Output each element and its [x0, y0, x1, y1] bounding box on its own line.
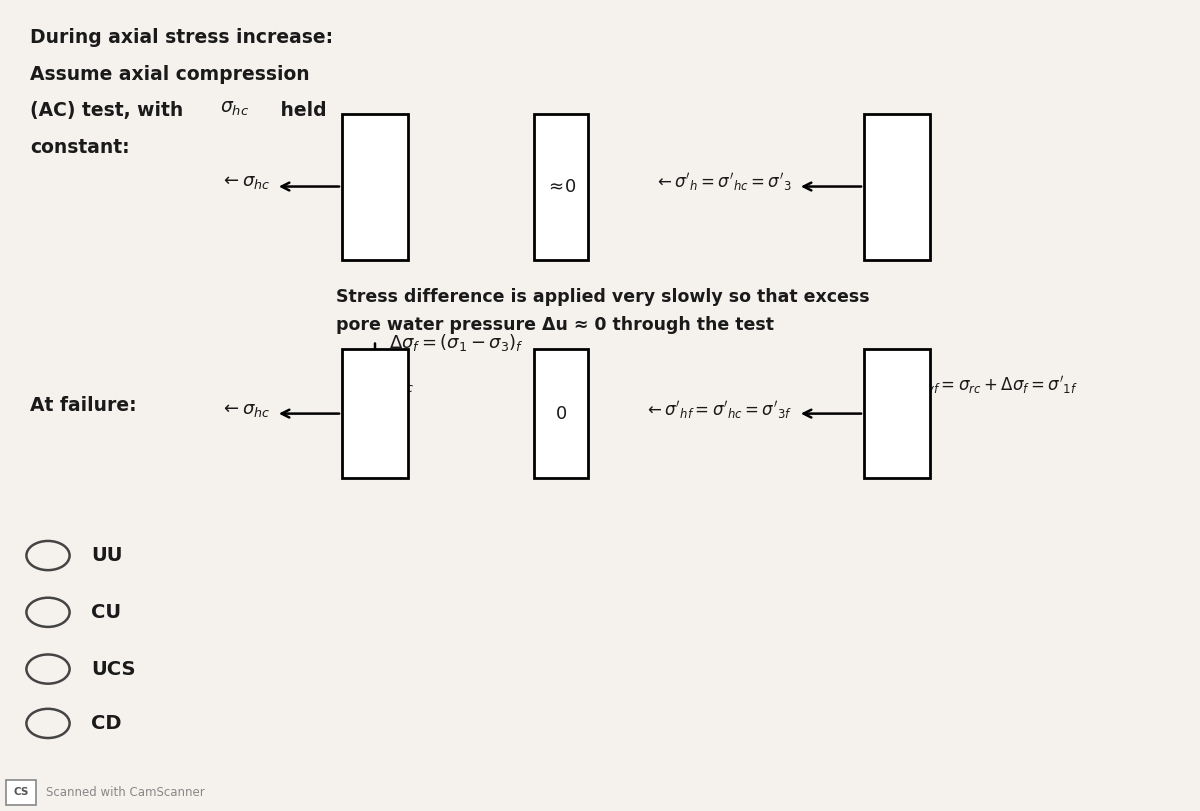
Text: Stress difference is applied very slowly so that excess: Stress difference is applied very slowly…	[336, 288, 870, 306]
Text: held: held	[274, 101, 326, 120]
Text: pore water pressure Δu ≈ 0 through the test: pore water pressure Δu ≈ 0 through the t…	[336, 316, 774, 334]
Text: UU: UU	[91, 546, 122, 565]
Bar	[534, 349, 588, 478]
Text: $\leftarrow \sigma'_{hf} = \sigma'_{hc} = \sigma'_{3f}$: $\leftarrow \sigma'_{hf} = \sigma'_{hc} …	[644, 398, 792, 421]
Bar	[534, 114, 588, 260]
Text: (AC) test, with: (AC) test, with	[30, 101, 190, 120]
Text: CU: CU	[91, 603, 121, 622]
Bar	[864, 349, 930, 478]
Text: $\sigma_{hc}$: $\sigma_{hc}$	[220, 99, 248, 118]
Bar	[342, 114, 408, 260]
Text: $0$: $0$	[554, 405, 568, 423]
Bar	[864, 114, 930, 260]
Text: At failure:: At failure:	[30, 396, 137, 415]
Text: CS: CS	[13, 787, 29, 797]
Bar	[342, 349, 408, 478]
Text: $\approx\!0$: $\approx\!0$	[545, 178, 577, 195]
Text: $\leftarrow \sigma_{hc}$: $\leftarrow \sigma_{hc}$	[220, 401, 270, 418]
Text: CD: CD	[91, 714, 121, 733]
Text: UCS: UCS	[91, 659, 136, 679]
Text: constant:: constant:	[30, 138, 130, 157]
Text: $\sigma'_{vf} = \sigma_{rc} + \Delta\sigma_f = \sigma'_{1f}$: $\sigma'_{vf} = \sigma_{rc} + \Delta\sig…	[912, 374, 1079, 397]
Text: Scanned with CamScanner: Scanned with CamScanner	[46, 786, 204, 799]
Text: $\Delta\sigma_f = (\sigma_1 - \sigma_3)_f$: $\Delta\sigma_f = (\sigma_1 - \sigma_3)_…	[390, 332, 524, 353]
Text: Assume axial compression: Assume axial compression	[30, 65, 310, 84]
Text: $\leftarrow \sigma'_h = \sigma'_{hc} = \sigma'_3$: $\leftarrow \sigma'_h = \sigma'_{hc} = \…	[654, 171, 792, 194]
Text: $\leftarrow \sigma_{hc}$: $\leftarrow \sigma_{hc}$	[220, 174, 270, 191]
Text: During axial stress increase:: During axial stress increase:	[30, 28, 334, 47]
Bar	[6, 780, 36, 805]
Text: $\sigma_{rc}$: $\sigma_{rc}$	[390, 376, 415, 394]
